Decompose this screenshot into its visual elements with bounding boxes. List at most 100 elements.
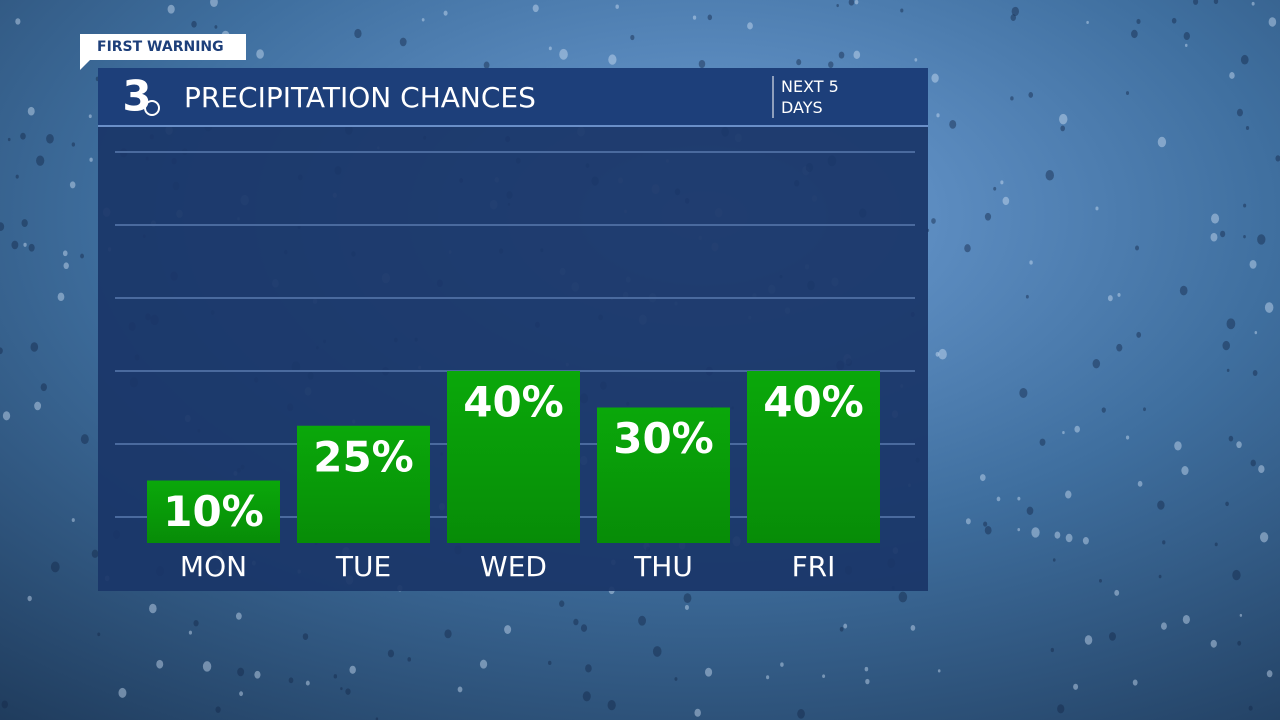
rain-drop [1074,425,1080,433]
rain-drop [964,244,971,253]
value-label: 40% [463,378,564,427]
rain-drop [698,59,706,69]
rain-drop [1108,632,1116,641]
rain-drop [615,4,619,9]
x-tick-label: FRI [792,550,836,583]
rain-drop [1214,542,1218,547]
rain-drop [457,686,463,693]
x-tick-label: THU [633,550,693,583]
rain-drop [652,646,662,657]
bar [747,371,880,543]
chart-title: PRECIPITATION CHANCES [184,81,536,114]
rain-drop [256,49,264,59]
rain-drop [1158,574,1162,579]
rain-drop [1082,536,1089,545]
rain-drop [608,54,617,65]
rain-drop [937,669,941,673]
rain-drop [1266,670,1273,678]
rain-drop [1062,430,1065,435]
rain-drop [15,174,19,179]
rain-drop [1116,343,1123,352]
rain-drop [1171,17,1177,24]
rain-drop [839,626,844,632]
rain-drop [1250,459,1256,467]
rain-drop [1275,155,1280,162]
rain-drop [20,132,26,140]
value-label: 40% [763,378,864,427]
rain-drop [1143,407,1146,412]
rain-drop [156,659,164,669]
rain-drop [504,625,512,634]
rain-drop [1019,387,1028,399]
rain-drop [1193,0,1199,5]
rain-drop [1010,96,1014,101]
rain-drop [984,525,992,535]
rain-drop [1117,292,1121,297]
rain-drop [36,155,45,166]
rain-drop [780,662,784,667]
x-tick-label: TUE [335,550,391,583]
rain-drop [1162,540,1166,545]
rain-drop [1252,370,1258,376]
bar [597,407,730,543]
rain-drop [1245,125,1250,130]
rain-drop [0,347,3,355]
rain-drop [838,51,845,59]
rain-drop [1249,260,1257,269]
rain-drop [71,142,76,147]
rain-drop [421,18,425,22]
rain-drop [237,667,245,677]
rain-drop [692,15,697,20]
rain-drop [1222,340,1230,351]
rain-drop [854,0,859,5]
rain-drop [1073,683,1079,690]
rain-drop [1132,679,1138,686]
rain-drop [1220,230,1226,238]
rain-drop [1125,435,1130,440]
rain-drop [674,677,678,681]
rain-drop [949,120,957,129]
rain-drop [1228,435,1234,442]
rain-drop [191,20,197,28]
rain-drop [345,688,351,695]
rain-drop [1099,578,1102,583]
rain-drop [1107,295,1113,302]
rain-drop [1011,6,1020,17]
rain-drop [1052,558,1056,562]
rain-drop [1181,466,1189,476]
badge-text: FIRST WARNING [97,39,224,55]
rain-drop [375,717,379,720]
rain-drop [1237,640,1242,646]
badge-bg [80,34,246,70]
rain-drop [1050,647,1055,653]
rain-drop [1059,113,1068,125]
rain-drop [1095,206,1099,211]
rain-drop [1232,569,1241,581]
rain-drop [1101,407,1106,413]
rain-drop [1136,18,1141,25]
rain-drop [559,600,565,607]
subtitle-box: NEXT 5 DAYS [781,77,839,117]
rain-drop [28,243,35,252]
rain-drop [239,691,244,697]
rain-drop [864,666,869,672]
rain-drop [349,665,356,674]
rain-drop [1010,14,1016,22]
rain-drop [333,674,338,679]
rain-drop [1029,260,1033,265]
rain-drop [585,664,592,673]
rain-drop [938,348,947,360]
rain-drop [532,4,539,13]
rain-drop [1131,29,1138,39]
rain-drop [1125,91,1130,95]
rain-drop [1258,465,1265,474]
rain-drop [638,615,647,626]
rain-drop [0,222,5,231]
rain-drop [1257,234,1266,245]
rain-drop [1240,54,1249,65]
rain-drop [193,619,199,627]
rain-drop [27,106,35,116]
rain-drop [167,4,175,14]
rain-drop [707,14,713,21]
rain-drop [993,186,997,191]
